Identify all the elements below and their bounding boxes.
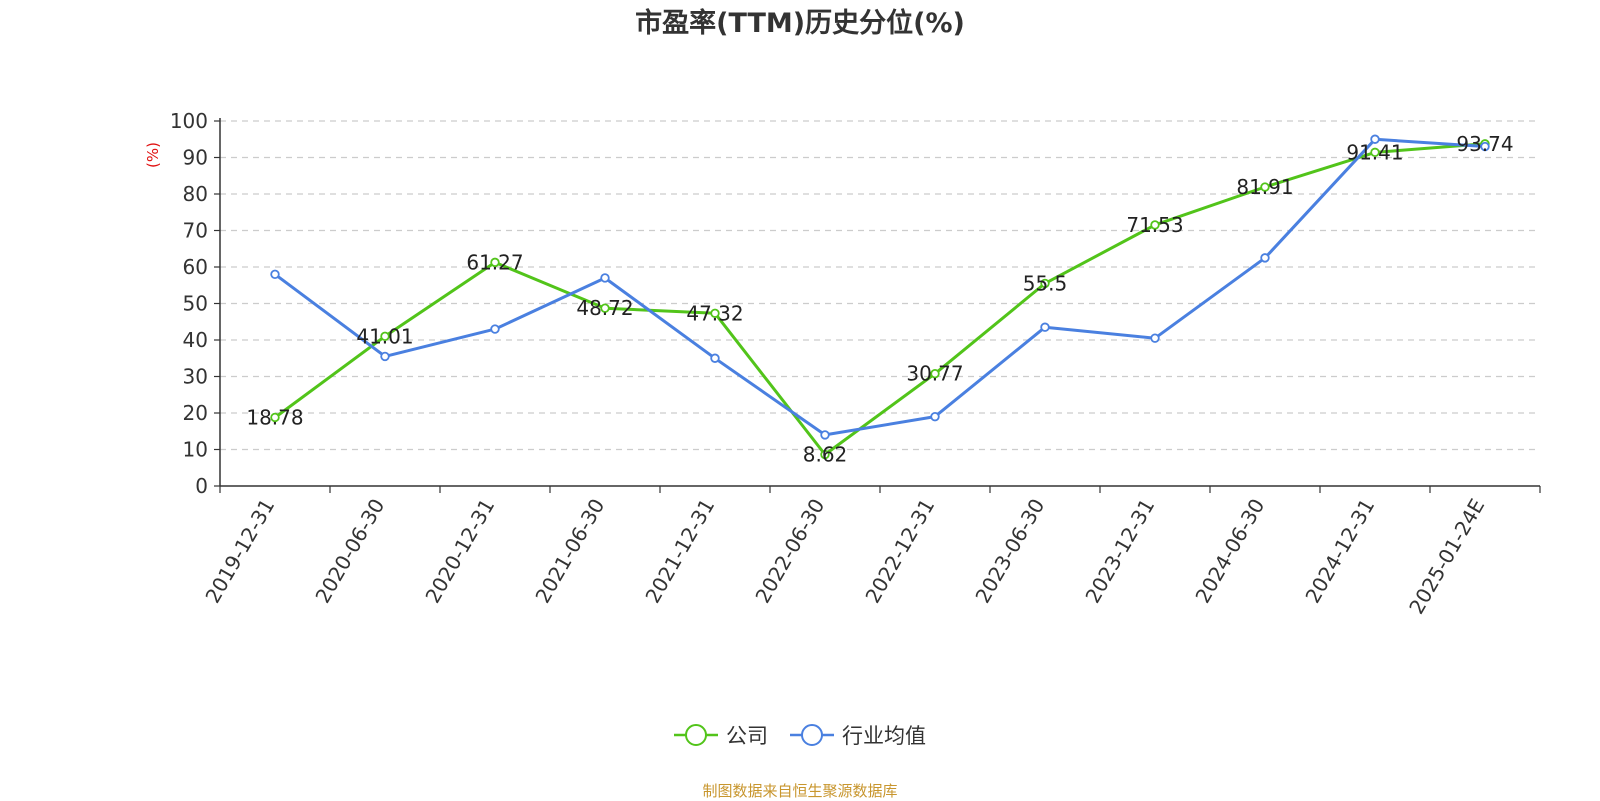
x-tick-label: 2022-06-30 [750,495,829,608]
data-label: 55.5 [1023,271,1068,295]
data-label: 48.72 [576,296,633,320]
x-tick-label: 2019-12-31 [200,495,279,608]
y-tick-label: 40 [183,328,208,352]
y-tick-label: 90 [183,146,208,170]
y-tick-label: 80 [183,182,208,206]
data-point-0 [490,257,500,268]
x-tick-label: 2021-12-31 [640,495,719,608]
data-point-1 [710,353,720,363]
legend-industry-line-circle-icon [790,724,834,746]
data-label: 91.41 [1346,140,1403,164]
data-point-0 [1260,182,1270,192]
data-point-0 [270,412,280,423]
data-point-0 [1040,278,1050,289]
data-point-1 [1040,322,1050,332]
legend-item-industry-average[interactable]: 行业均值 [790,720,926,750]
series-lines [274,137,1486,456]
data-label: 81.91 [1236,175,1293,199]
data-point-1 [380,351,390,362]
axes: 0 10 20 30 40 50 60 70 80 90 100 2019-12-31 2020-06-… [170,109,1541,619]
data-label: 47.32 [686,301,743,325]
series-line-1 [274,137,1486,437]
chart-title: 市盈率(TTM)历史分位(%) [635,7,965,39]
data-label: 18.78 [246,405,303,429]
data-point-1 [270,269,280,279]
data-point-0 [710,308,720,318]
legend-label-company: 公司 [726,724,768,748]
data-point-1 [1370,134,1380,144]
data-point-1 [600,273,610,283]
data-point-0 [820,449,830,460]
y-axis-label: (%) [144,142,162,168]
data-point-1 [1150,333,1160,343]
y-tick-label: 50 [183,292,208,316]
data-point-0 [1150,220,1160,230]
data-point-1 [490,324,500,334]
y-tick-label: 100 [170,109,208,133]
data-point-0 [930,368,940,379]
data-label: 61.27 [466,250,523,274]
data-label: 93.74 [1456,132,1513,156]
x-tick-label: 2024-12-31 [1300,495,1379,608]
y-tick-label: 20 [183,401,208,425]
legend-company-line-circle-icon [674,724,718,746]
x-tick-label: 2024-06-30 [1190,495,1269,608]
data-label: 41.01 [356,324,413,348]
x-tick-label: 2023-06-30 [970,495,1049,608]
x-tick-label: 2021-06-30 [530,495,609,608]
data-label: 8.62 [803,443,848,467]
x-tick-label: 2020-12-31 [420,495,499,608]
data-source-note: 制图数据来自恒生聚源数据库 [702,782,898,800]
x-tick-label: 2022-12-31 [860,495,939,608]
y-tick-label: 70 [183,219,208,243]
data-point-0 [1370,147,1380,158]
data-point-0 [600,303,610,313]
legend: 公司 行业均值 [0,720,1600,750]
data-point-1 [1260,253,1270,263]
data-point-1 [820,430,830,440]
y-tick-label: 60 [183,255,208,279]
legend-label-industry-average: 行业均值 [842,724,926,748]
x-tick-label: 2020-06-30 [310,495,389,608]
data-point-0 [380,331,390,342]
series-points [270,134,1490,460]
y-tick-label: 10 [183,438,208,462]
data-point-1 [930,411,940,422]
x-tick-label: 2023-12-31 [1080,495,1159,608]
y-tick-label: 30 [183,365,208,389]
series-line-0 [274,142,1486,456]
data-label: 71.53 [1126,213,1183,237]
data-labels: 18.78 41.01 61.27 48.72 47.32 8.62 30.77 55.5 71… [246,132,1513,467]
y-tick-label: 0 [195,474,208,498]
grid-lines [220,120,1540,451]
x-tick-label: 2025-01-24E [1404,495,1489,619]
legend-item-company[interactable]: 公司 [674,720,768,750]
data-point-1 [1480,141,1490,152]
data-label: 30.77 [906,362,963,386]
